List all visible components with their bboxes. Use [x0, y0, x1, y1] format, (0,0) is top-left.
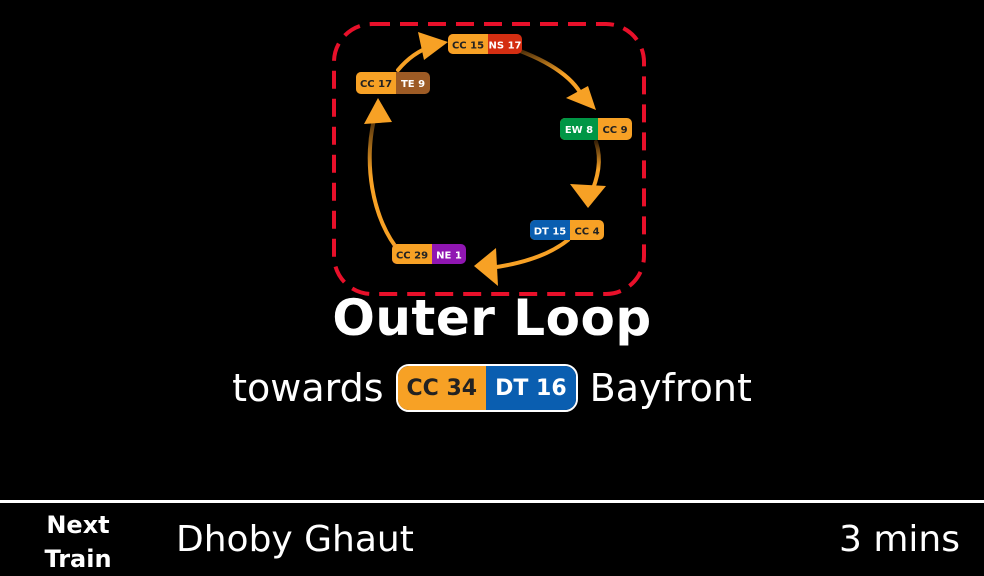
station-badge-dt15-cc4: DT 15 CC 4 — [530, 220, 604, 240]
terminus-badge: CC 34 DT 16 — [395, 364, 578, 412]
station-code: DT 15 — [534, 227, 567, 238]
station-code: TE 9 — [401, 79, 425, 90]
station-code: EW 8 — [565, 125, 593, 136]
next-train-label-line1: Next — [46, 511, 110, 539]
direction-destination: Bayfront — [589, 366, 752, 410]
arrow-head — [570, 184, 606, 208]
arrow-head — [566, 86, 596, 110]
loop-title: Outer Loop — [332, 289, 652, 347]
next-train-time: 3 mins — [839, 519, 960, 560]
divider-line — [0, 500, 984, 503]
station-code: NS 17 — [489, 41, 522, 52]
arrow-head — [418, 32, 448, 60]
direction-line: towards CC 34 DT 16 Bayfront — [0, 362, 984, 414]
loop-diagram: CC 15 NS 17 EW 8 CC 9 DT 15 CC 4 CC 29 N… — [332, 22, 646, 296]
arrow-head — [474, 248, 498, 286]
station-badge-cc29-ne1: CC 29 NE 1 — [392, 244, 466, 264]
next-train-label-line2: Train — [44, 545, 112, 573]
next-train-station: Dhoby Ghaut — [176, 519, 414, 560]
station-code: CC 4 — [574, 227, 599, 238]
loop-arrows — [364, 32, 606, 286]
station-code: CC 9 — [602, 125, 627, 136]
station-badge-cc15-ns17: CC 15 NS 17 — [448, 34, 522, 54]
direction-prefix: towards — [232, 366, 384, 410]
terminus-code-dt: DT 16 — [486, 366, 576, 410]
station-code: NE 1 — [436, 251, 462, 262]
station-badge-cc17-te9: CC 17 TE 9 — [356, 72, 430, 94]
highlight-box — [332, 22, 646, 296]
station-code: CC 15 — [452, 41, 484, 52]
terminus-code-cc: CC 34 — [397, 366, 487, 410]
station-code: CC 29 — [396, 251, 428, 262]
station-badge-ew8-cc9: EW 8 CC 9 — [560, 118, 632, 140]
station-code: CC 17 — [360, 79, 392, 90]
next-train-label: Next Train — [28, 508, 128, 576]
arrow-head — [364, 98, 392, 124]
